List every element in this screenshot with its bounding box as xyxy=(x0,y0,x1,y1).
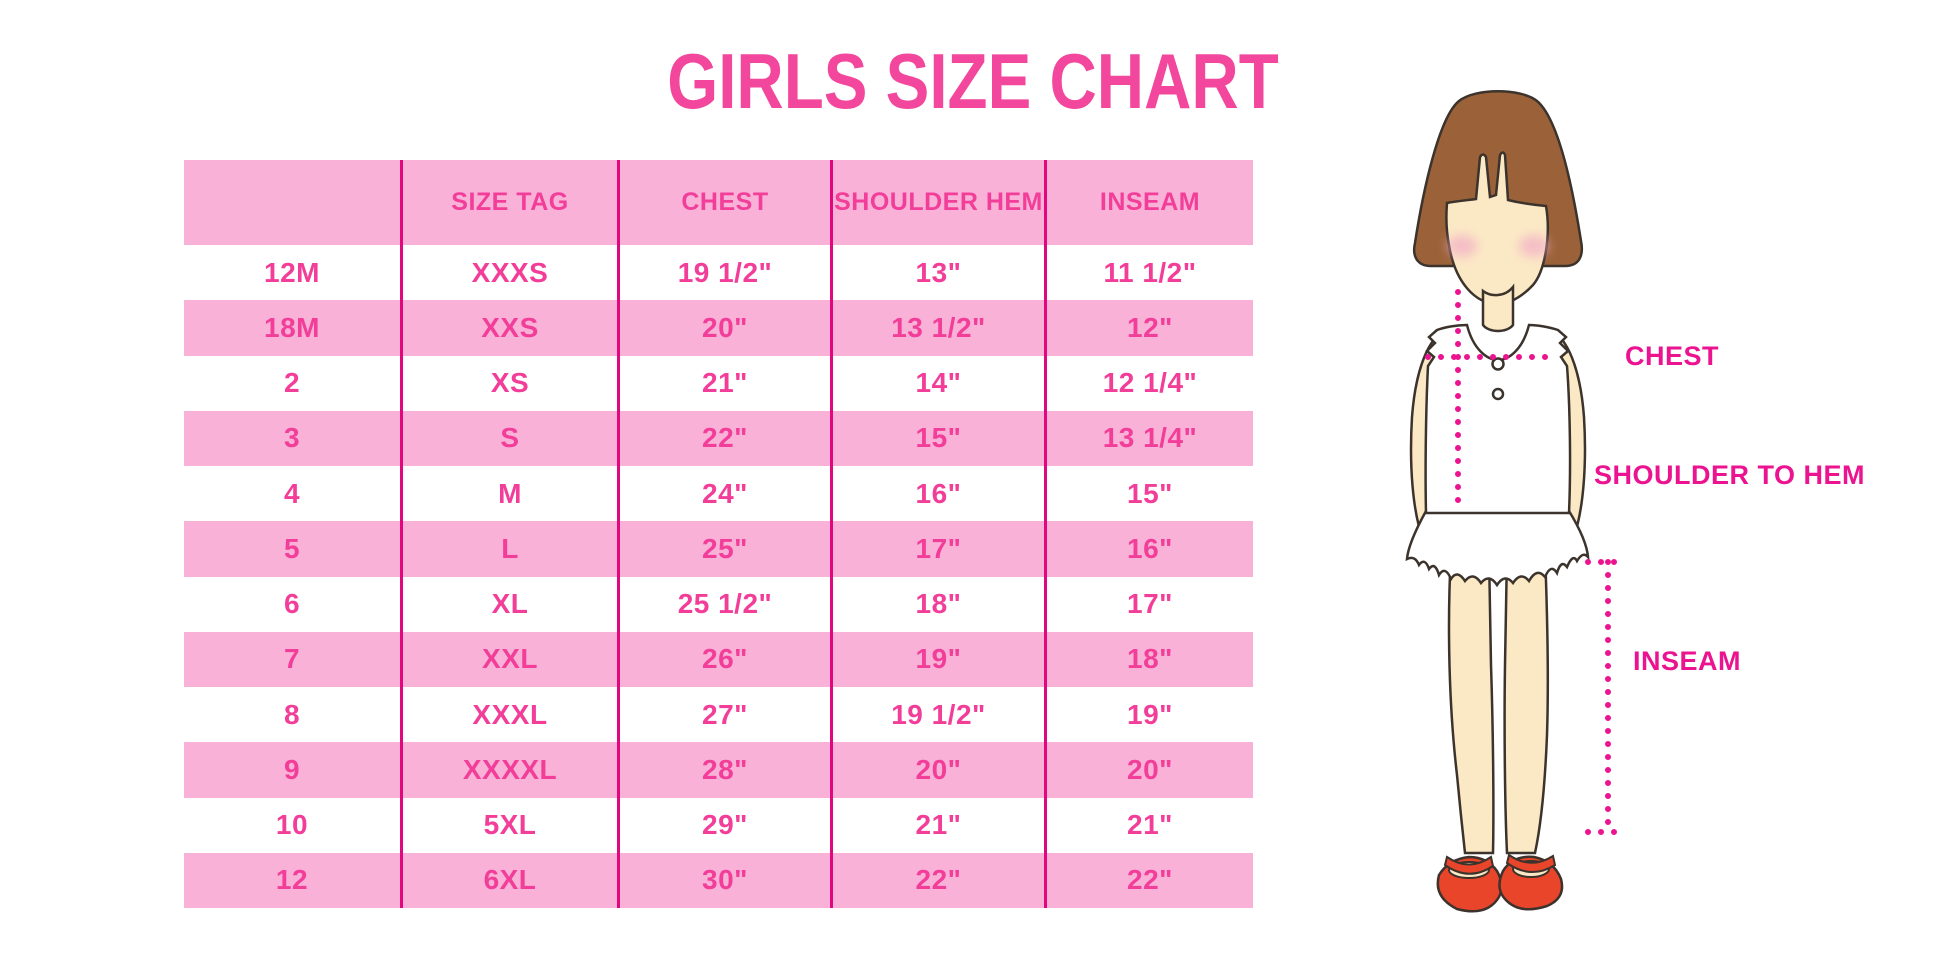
size-row-label: 12M xyxy=(184,245,400,301)
table-cell: 28" xyxy=(617,742,830,798)
table-cell: L xyxy=(400,521,617,577)
shirt xyxy=(1424,323,1572,515)
table-cell: 27" xyxy=(617,687,830,743)
size-row-label: 18M xyxy=(184,300,400,356)
table-cell: 19 1/2" xyxy=(617,245,830,301)
page-title: GIRLS SIZE CHART xyxy=(667,37,1279,125)
leg-right xyxy=(1503,551,1550,855)
table-cell: 6XL xyxy=(400,852,617,908)
table-cell: 14" xyxy=(830,355,1044,411)
table-cell: 12 1/4" xyxy=(1044,355,1253,411)
size-row-label: 4 xyxy=(184,466,400,522)
table-cell: XXS xyxy=(400,300,617,356)
leg-left xyxy=(1447,551,1495,855)
table-cell: 26" xyxy=(617,631,830,687)
table-cell: 25" xyxy=(617,521,830,577)
size-row-label: 3 xyxy=(184,410,400,466)
blush-left xyxy=(1447,235,1477,257)
table-cell: 13 1/2" xyxy=(830,300,1044,356)
column-header: CHEST xyxy=(617,160,830,245)
table-cell: 17" xyxy=(1044,576,1253,632)
skirt xyxy=(1405,509,1590,588)
column-header xyxy=(184,160,400,245)
chest-label: CHEST xyxy=(1625,341,1720,371)
column-header: SIZE TAG xyxy=(400,160,617,245)
table-cell: XS xyxy=(400,355,617,411)
table-cell: XXXXL xyxy=(400,742,617,798)
table-cell: 5XL xyxy=(400,797,617,853)
table-cell: 13 1/4" xyxy=(1044,410,1253,466)
table-cell: 15" xyxy=(1044,466,1253,522)
neck xyxy=(1481,283,1515,333)
column-header: SHOULDER HEM xyxy=(830,160,1044,245)
table-cell: 15" xyxy=(830,410,1044,466)
blush-right xyxy=(1519,235,1549,257)
inseam-label: INSEAM xyxy=(1633,646,1742,676)
table-cell: 21" xyxy=(1044,797,1253,853)
size-row-label: 12 xyxy=(184,852,400,908)
size-row-label: 2 xyxy=(184,355,400,411)
table-cell: XL xyxy=(400,576,617,632)
table-cell: 20" xyxy=(830,742,1044,798)
table-cell: 21" xyxy=(830,797,1044,853)
shoe-right-strap xyxy=(1505,853,1557,873)
size-row-label: 9 xyxy=(184,742,400,798)
size-row-label: 7 xyxy=(184,631,400,687)
table-cell: 29" xyxy=(617,797,830,853)
size-row-label: 8 xyxy=(184,687,400,743)
shoe-left-strap xyxy=(1443,855,1495,875)
table-cell: 25 1/2" xyxy=(617,576,830,632)
table-cell: 20" xyxy=(1044,742,1253,798)
table-cell: 19" xyxy=(830,631,1044,687)
table-cell: 20" xyxy=(617,300,830,356)
size-row-label: 5 xyxy=(184,521,400,577)
table-cell: 11 1/2" xyxy=(1044,245,1253,301)
table-cell: 21" xyxy=(617,355,830,411)
shirt-button-top xyxy=(1491,357,1505,371)
size-row-label: 10 xyxy=(184,797,400,853)
table-cell: 18" xyxy=(1044,631,1253,687)
shoulder-to-hem-label: SHOULDER TO HEM xyxy=(1594,460,1866,490)
table-cell: 18" xyxy=(830,576,1044,632)
girl-measurement-illustration xyxy=(1405,90,1625,913)
table-cell: XXL xyxy=(400,631,617,687)
table-cell: XXXS xyxy=(400,245,617,301)
face xyxy=(1445,151,1549,306)
size-table: SIZE TAG CHEST SHOULDER HEM INSEAM 12M XXXS 19… xyxy=(184,160,1253,908)
table-cell: M xyxy=(400,466,617,522)
size-row-label: 6 xyxy=(184,576,400,632)
table-cell: 30" xyxy=(617,852,830,908)
table-cell: 19 1/2" xyxy=(830,687,1044,743)
table-cell: 12" xyxy=(1044,300,1253,356)
column-header: INSEAM xyxy=(1044,160,1253,245)
table-cell: 22" xyxy=(1044,852,1253,908)
table-cell: 17" xyxy=(830,521,1044,577)
table-cell: 22" xyxy=(617,410,830,466)
table-cell: 16" xyxy=(830,466,1044,522)
table-cell: 24" xyxy=(617,466,830,522)
table-cell: S xyxy=(400,410,617,466)
table-cell: XXXL xyxy=(400,687,617,743)
table-cell: 16" xyxy=(1044,521,1253,577)
table-cell: 22" xyxy=(830,852,1044,908)
shirt-button-bottom xyxy=(1491,387,1505,401)
table-cell: 13" xyxy=(830,245,1044,301)
table-cell: 19" xyxy=(1044,687,1253,743)
